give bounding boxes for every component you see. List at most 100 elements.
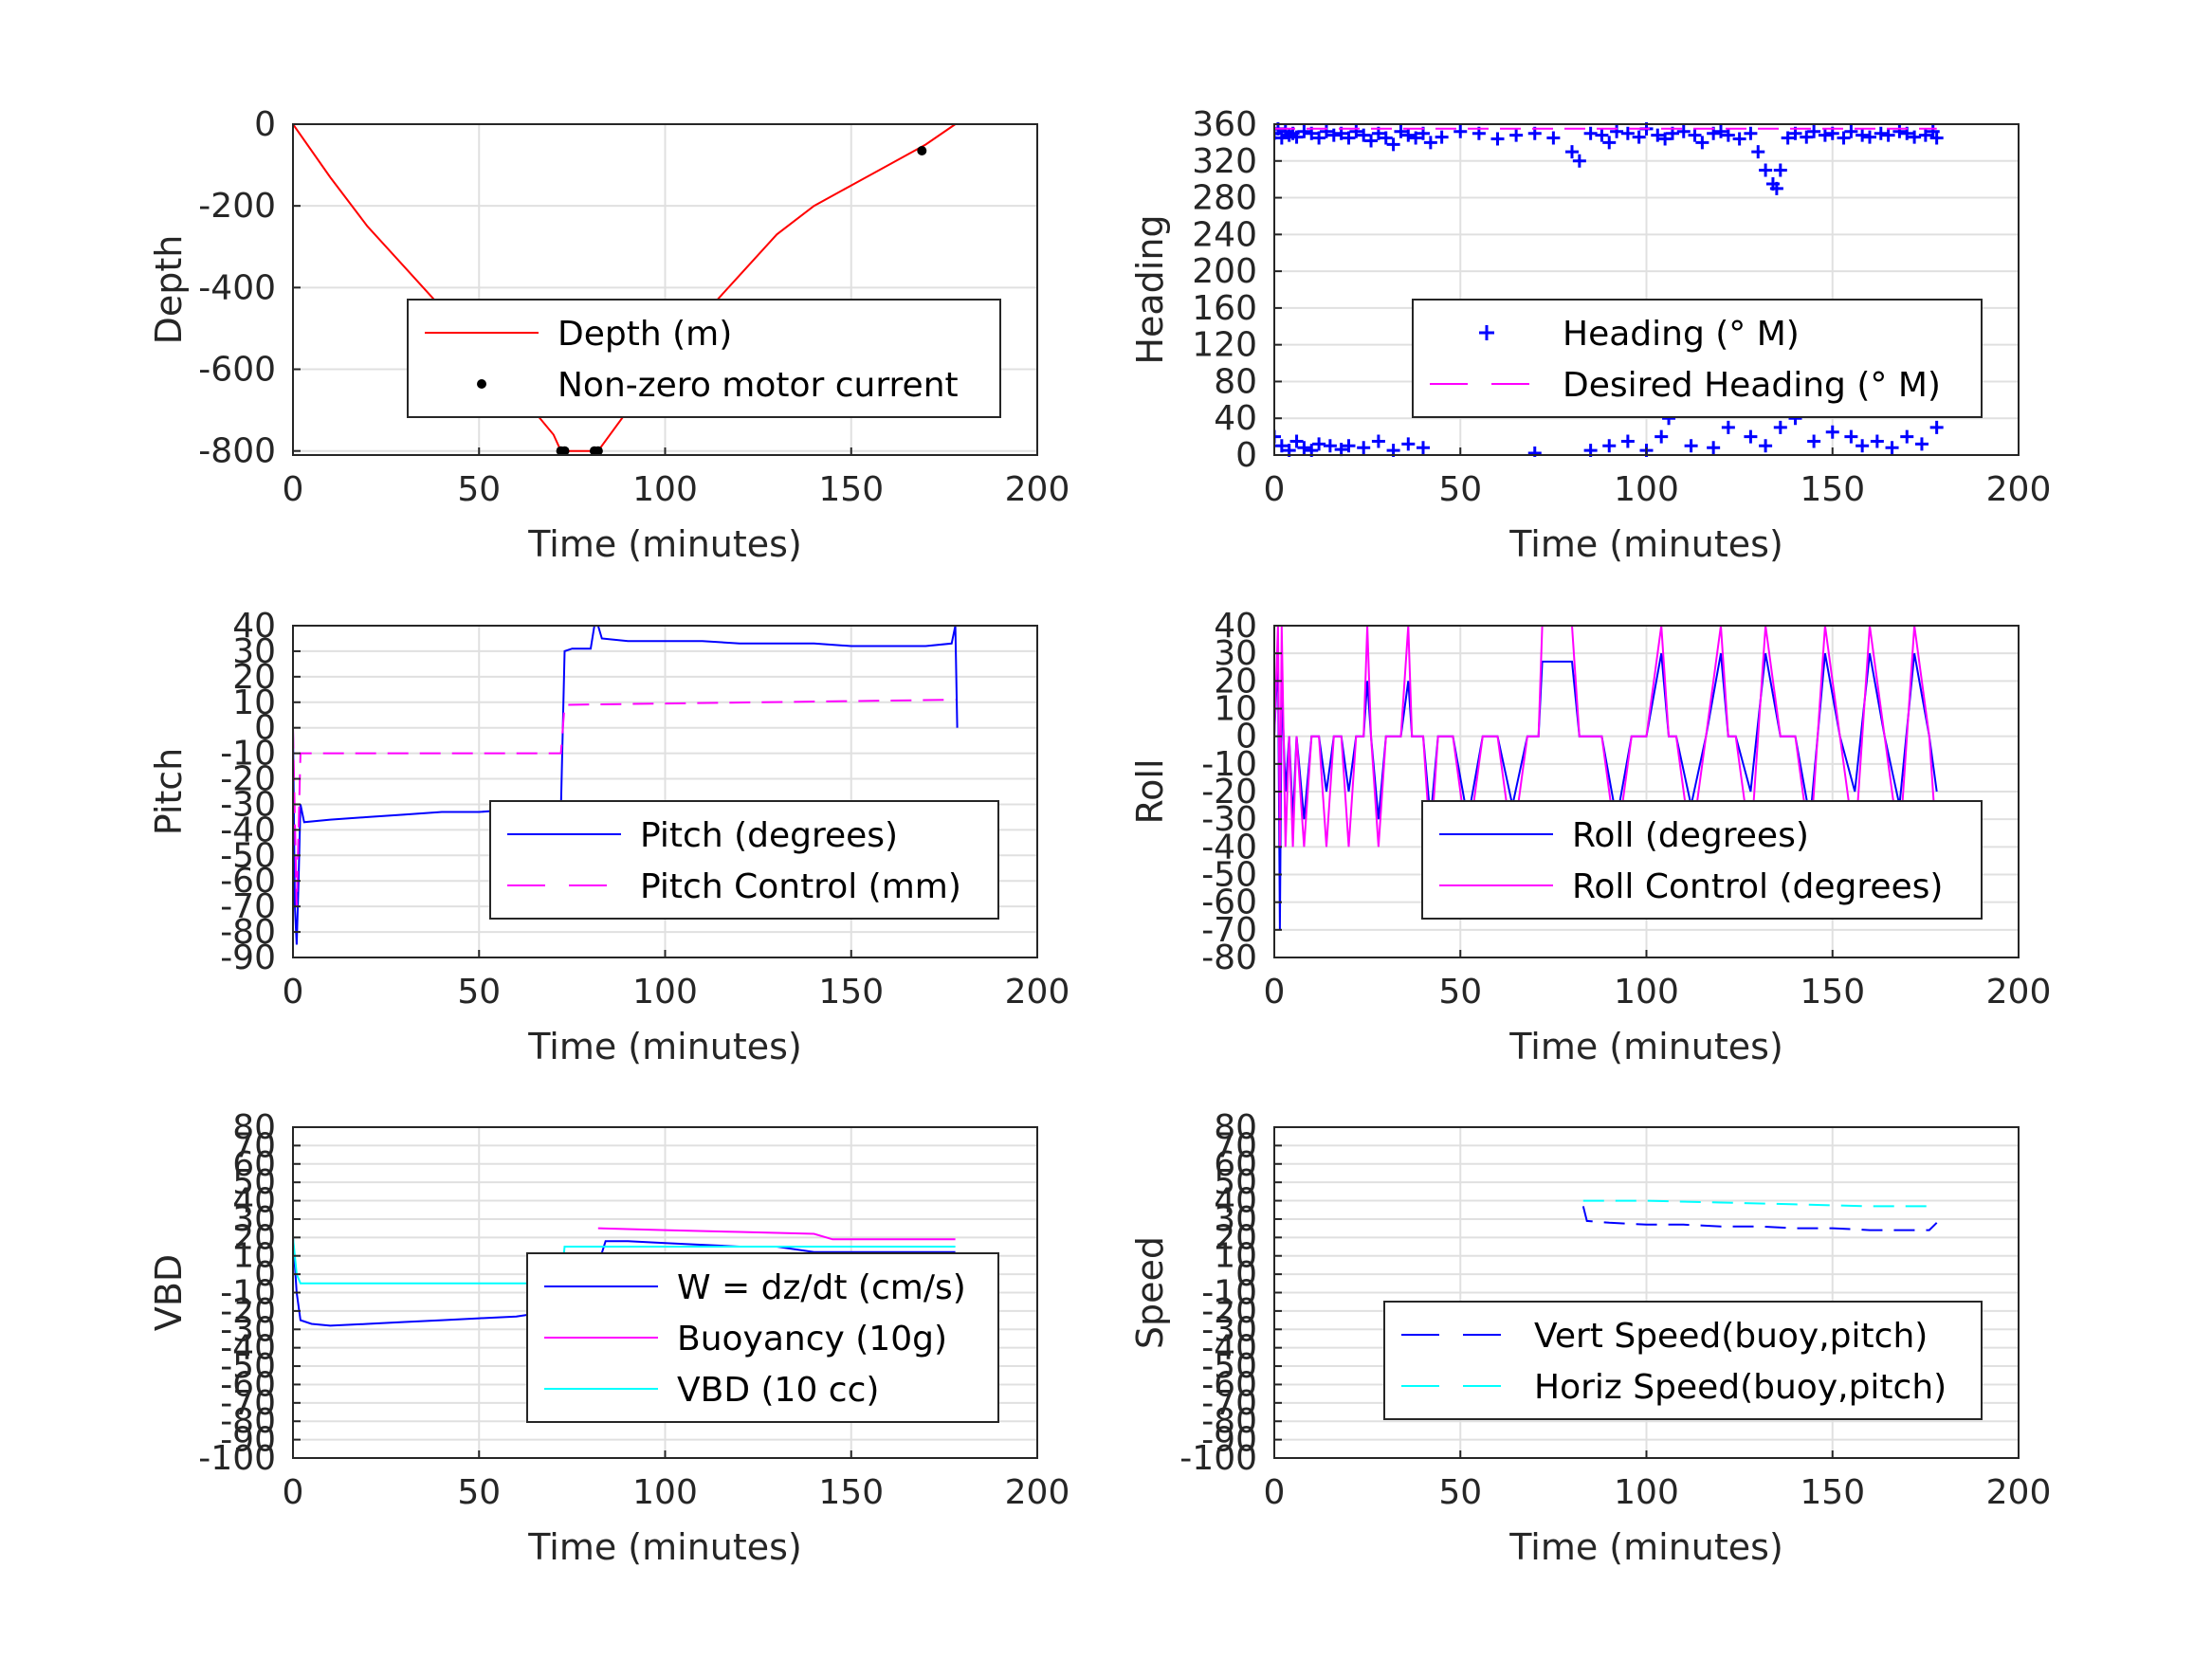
data-point [1319,124,1333,138]
y-tick-label: -90 [1201,1421,1257,1460]
y-tick-label: -100 [1179,1439,1257,1478]
data-point [1929,420,1944,434]
x-tick-label: 200 [1986,470,2052,509]
x-tick-label: 50 [1438,973,1482,1012]
data-point [1773,420,1787,434]
y-tick-label: 80 [1214,1108,1257,1147]
x-tick-label: 50 [457,1473,501,1512]
y-tick-label: -70 [220,1384,276,1423]
data-point [1401,128,1416,142]
x-tick-label: 150 [1800,470,1865,509]
x-tick-label: 0 [283,973,304,1012]
y-tick-label: 10 [232,1237,276,1276]
data-point [1546,131,1561,145]
legend: Depth (m) Non-zero motor current [407,299,1001,418]
data-point [1918,128,1932,142]
y-tick-label: -50 [220,1347,276,1386]
y-tick-label: -400 [198,268,276,307]
y-tick-label: -80 [1201,939,1257,977]
y-tick-label: 40 [232,607,276,646]
data-point [1800,130,1814,144]
y-tick-label: 40 [1214,607,1257,646]
data-point [1509,128,1524,142]
data-point [1781,131,1795,145]
data-point [1881,128,1895,142]
y-tick-label: -60 [220,862,276,901]
series-group [293,123,957,456]
data-point [1751,145,1765,159]
y-tick-label: -80 [220,1402,276,1441]
y-tick-label: 30 [1214,634,1257,673]
y-tick-label: 20 [1214,1218,1257,1257]
legend-label: Buoyancy (10g) [677,1320,947,1358]
y-tick-label: 120 [1192,326,1257,365]
data-point [559,446,570,456]
data-point [1688,128,1702,142]
y-tick-label: 10 [232,684,276,722]
y-tick-label: -40 [220,1329,276,1368]
data-point [1610,124,1624,138]
y-tick-label: 40 [1214,1182,1257,1221]
data-point [1863,130,1876,144]
x-axis-label: Time (minutes) [527,1026,802,1067]
y-tick-label: -60 [1201,884,1257,922]
data-point [1289,434,1304,448]
y-tick-label: 50 [232,1163,276,1202]
y-axis-label: Roll [1129,758,1171,824]
y-tick-label: 10 [1214,690,1257,729]
data-point [1401,437,1416,451]
y-tick-label: 240 [1192,215,1257,254]
x-tick-label: 50 [457,470,501,509]
series-line-3 [293,1237,956,1285]
data-point [1379,131,1393,145]
data-point [1914,437,1929,451]
y-axis-label: Depth [148,235,190,345]
y-tick-label: 320 [1192,142,1257,181]
series-line-2 [1274,625,1938,848]
legend-label: Roll Control (degrees) [1572,867,1943,906]
data-point [1312,131,1326,145]
y-tick-label: 0 [254,1255,276,1294]
series-line-1 [293,123,957,452]
legend-label: VBD (10 cc) [677,1371,879,1410]
x-tick-label: 0 [283,1473,304,1512]
y-tick-label: 50 [1214,1163,1257,1202]
y-tick-label: -80 [1201,1402,1257,1441]
data-point [1892,124,1907,138]
legend-swatch [1479,325,1494,340]
y-tick-label: -600 [198,351,276,390]
y-tick-label: 40 [1214,399,1257,438]
legend-label: Vert Speed(buoy,pitch) [1534,1317,1928,1356]
x-axis-label: Time (minutes) [1508,523,1783,565]
y-tick-label: -200 [198,187,276,226]
x-tick-label: 150 [818,470,884,509]
y-tick-label: -60 [220,1365,276,1404]
y-tick-label: 80 [232,1108,276,1147]
data-point [1323,439,1337,453]
data-point [1342,439,1356,453]
data-point [1572,154,1586,168]
x-axis-label: Time (minutes) [1508,1526,1783,1568]
x-tick-label: 200 [1005,973,1070,1012]
data-point [1759,163,1773,177]
data-point [1312,437,1326,451]
data-point [1837,131,1851,145]
y-tick-label: 10 [1214,1237,1257,1276]
subplot-6: 0 50 100 150 200-100-90-80-70-60-50-40-30-20… [1129,1108,2051,1568]
x-tick-label: 50 [1438,1473,1482,1512]
y-axis-label: Pitch [148,748,190,836]
data-point [1386,137,1400,152]
y-tick-label: 0 [254,709,276,748]
data-point [1721,128,1735,142]
y-tick-label: -50 [220,836,276,875]
series-line-1 [1581,1206,1938,1231]
data-point [1658,132,1673,146]
y-tick-label: -80 [220,913,276,952]
legend-box [407,299,1001,418]
data-point [1856,128,1870,142]
x-tick-label: 50 [1438,470,1482,509]
y-tick-label: -20 [1201,773,1257,811]
data-point [1870,434,1884,448]
y-tick-label: -10 [1201,745,1257,784]
